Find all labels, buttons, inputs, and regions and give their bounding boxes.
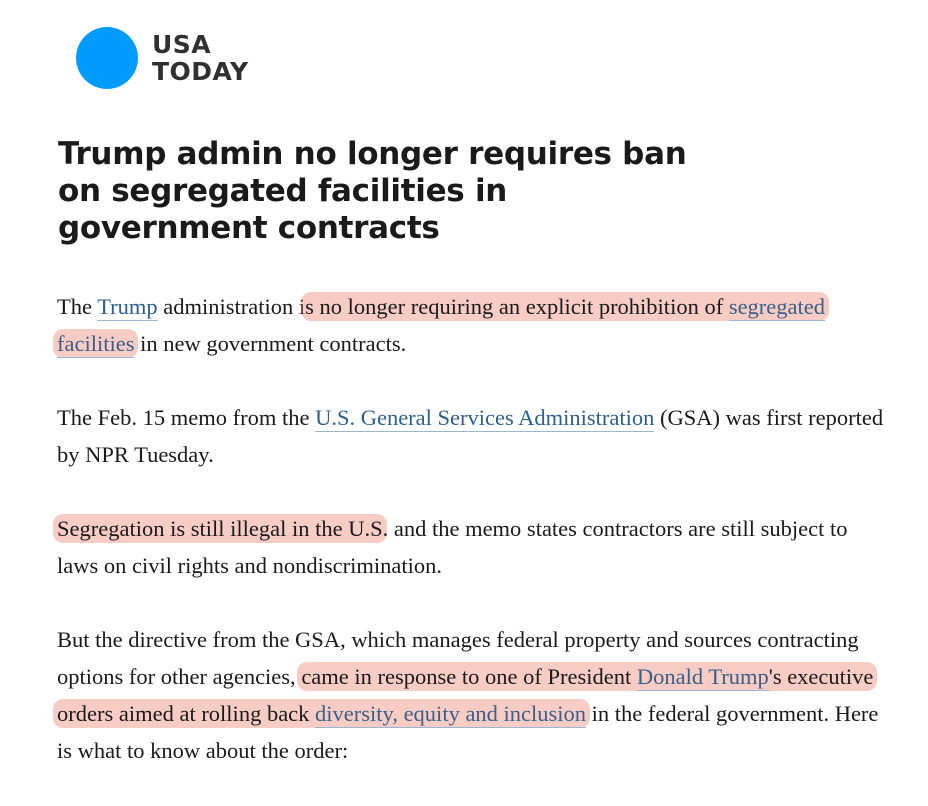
logo-wordmark: USA TODAY <box>152 31 249 85</box>
link-trump[interactable]: Trump <box>97 294 158 321</box>
link-donald-trump[interactable]: Donald Trump <box>636 664 769 691</box>
p1-text-3: in new government contracts. <box>134 331 407 356</box>
p1-text-1: The <box>57 294 98 319</box>
article-headline: Trump admin no longer requires ban on se… <box>58 136 687 246</box>
article-body: The Trump administration is no longer re… <box>53 288 887 806</box>
paragraph-4: But the directive from the GSA, which ma… <box>53 621 887 769</box>
paragraph-2: The Feb. 15 memo from the U.S. General S… <box>57 399 887 473</box>
p3-text-1: . and the memo states contractors are st… <box>57 516 848 578</box>
p4-highlight-text-2: 's executive orders aimed at rolling bac… <box>57 664 874 726</box>
paragraph-1: The Trump administration is no longer re… <box>53 288 887 362</box>
highlight-2: Segregation is still illegal in the U.S <box>53 514 387 543</box>
link-dei[interactable]: diversity, equity and inclusion <box>315 701 587 728</box>
p4-text-2: in the federal government. Here is what … <box>57 701 879 763</box>
usa-today-logo[interactable]: USA TODAY <box>76 27 249 89</box>
p1-highlight-text: s no longer requiring an explicit prohib… <box>305 294 729 319</box>
paragraph-3: Segregation is still illegal in the U.S.… <box>53 510 887 584</box>
p1-text-2: administration i <box>157 294 306 319</box>
p2-text-2: (GSA) was first reported by NPR Tuesday. <box>57 405 884 467</box>
logo-line-2: TODAY <box>152 57 249 86</box>
p2-text-1: The Feb. 15 memo from the <box>57 405 316 430</box>
link-segregated-facilities[interactable]: segregated facilities <box>57 294 826 358</box>
logo-circle-icon <box>76 27 138 89</box>
p4-text-1: But the directive from the GSA, which ma… <box>57 627 859 689</box>
p4-highlight-text-1: came in response to one of President <box>301 664 637 689</box>
link-gsa[interactable]: U.S. General Services Administration <box>315 405 655 432</box>
logo-line-1: USA <box>152 30 212 59</box>
